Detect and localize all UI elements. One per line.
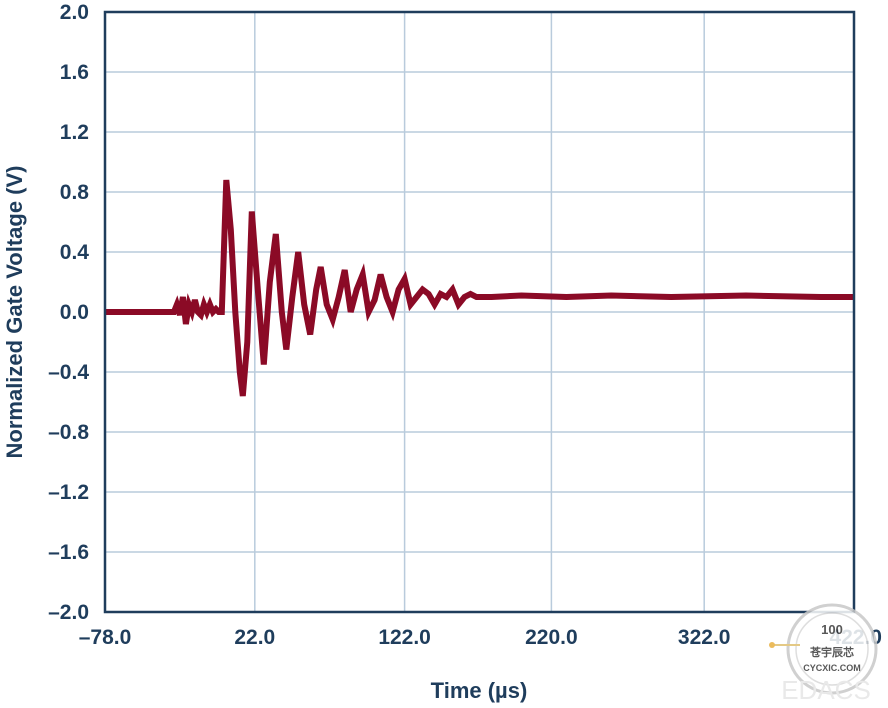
y-tick-label: –1.6 [48, 541, 89, 564]
plot-frame [103, 10, 856, 614]
y-tick-label: 1.2 [60, 121, 89, 144]
watermark-brand: EDACS [781, 675, 871, 705]
x-tick-label: 220.0 [525, 626, 578, 649]
series-line [105, 179, 854, 397]
watermark-site-url: CYCXIC.COM [803, 663, 861, 673]
watermark-seal [786, 603, 878, 695]
y-tick-label: 0.4 [60, 241, 90, 264]
y-tick-label: –2.0 [48, 601, 89, 624]
x-tick-label: –78.0 [79, 626, 132, 649]
x-tick-label: 322.0 [678, 626, 731, 649]
watermark-seal-inner [795, 612, 869, 686]
y-tick-label: 0.0 [60, 301, 89, 324]
y-tick-label: –1.2 [48, 481, 89, 504]
watermark-site-cn: 苍宇辰芯 [809, 645, 854, 659]
watermark-number: 100 [821, 622, 843, 637]
y-tick-label: 0.8 [60, 181, 90, 204]
y-tick-label: –0.8 [48, 421, 89, 444]
x-axis-label: Time (µs) [431, 678, 528, 703]
y-axis-label: Normalized Gate Voltage (V) [2, 166, 27, 459]
watermark: 100 苍宇辰芯 CYCXIC.COM EDACS [769, 603, 878, 705]
y-tick-label: 2.0 [60, 1, 89, 24]
x-tick-label: 22.0 [234, 626, 275, 649]
y-tick-label: 1.6 [60, 61, 89, 84]
watermark-dot [769, 642, 775, 648]
y-tick-label: –0.4 [48, 361, 89, 384]
y-tick-labels: 2.0 1.6 1.2 0.8 0.4 0.0 –0.4 –0.8 –1.2 –1.6 –2.0 [48, 1, 89, 624]
series-layer [105, 179, 854, 397]
x-tick-label: 122.0 [378, 626, 431, 649]
